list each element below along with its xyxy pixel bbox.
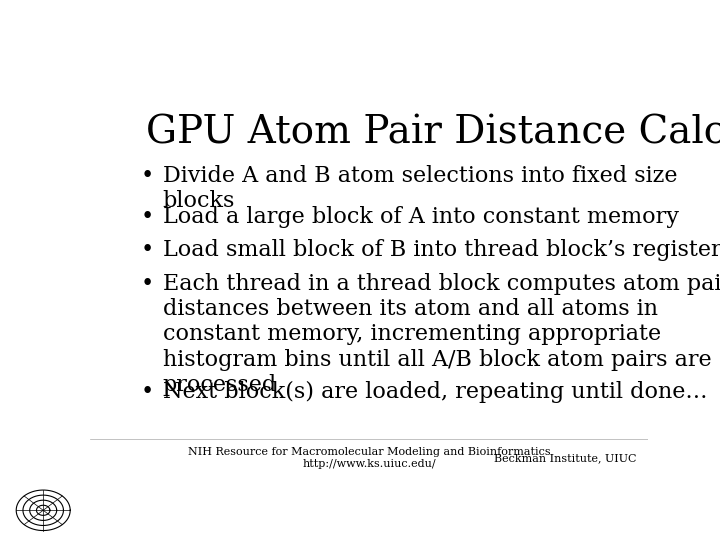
Text: •: •: [140, 273, 153, 295]
Text: •: •: [140, 206, 153, 228]
Text: Load a large block of A into constant memory: Load a large block of A into constant me…: [163, 206, 678, 228]
Text: •: •: [140, 239, 153, 261]
Text: Beckman Institute, UIUC: Beckman Institute, UIUC: [495, 453, 637, 463]
Text: NIH Resource for Macromolecular Modeling and Bioinformatics
http://www.ks.uiuc.e: NIH Resource for Macromolecular Modeling…: [188, 447, 550, 469]
Text: •: •: [140, 165, 153, 187]
Text: Next block(s) are loaded, repeating until done…: Next block(s) are loaded, repeating unti…: [163, 381, 707, 403]
Text: Divide A and B atom selections into fixed size
blocks: Divide A and B atom selections into fixe…: [163, 165, 677, 212]
Text: Load small block of B into thread block’s registers: Load small block of B into thread block’…: [163, 239, 720, 261]
Text: Each thread in a thread block computes atom pair
distances between its atom and : Each thread in a thread block computes a…: [163, 273, 720, 396]
Text: •: •: [140, 381, 153, 403]
Text: GPU Atom Pair Distance Calculation: GPU Atom Pair Distance Calculation: [145, 114, 720, 152]
